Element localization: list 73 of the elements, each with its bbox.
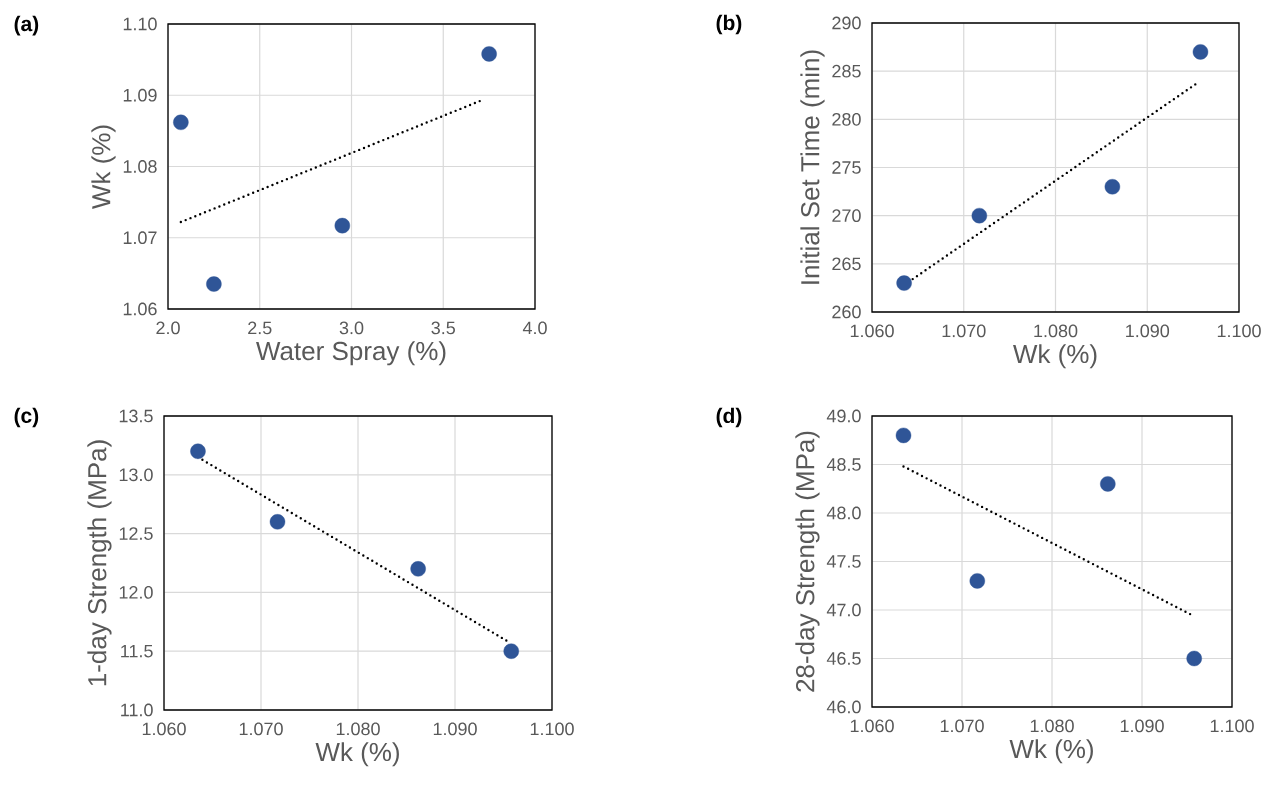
x-tick-label: 2.5: [248, 321, 272, 335]
x-tick-label: 1.090: [1120, 719, 1164, 733]
point: [334, 217, 351, 234]
y-tick-label: 48.5: [826, 458, 861, 471]
y-tick-label: 1.09: [123, 88, 157, 102]
y-tick-label: 47.0: [826, 603, 861, 617]
x-tick-label: 1.100: [530, 722, 574, 736]
x-tick-label: 3.0: [339, 321, 364, 335]
y-tick-label: 1.07: [123, 231, 157, 245]
x-tick-label: 1.080: [1034, 324, 1078, 338]
y-tick-label: 265: [832, 257, 861, 271]
x-axis-title: Wk (%): [1009, 739, 1093, 764]
chart-title: (d): [716, 407, 742, 428]
y-tick-label: 290: [832, 16, 861, 30]
x-tick-label: 1.080: [1030, 719, 1074, 733]
y-tick-label: 275: [832, 161, 861, 174]
y-axis-title: 28-day Strength (MPa): [795, 431, 820, 692]
point: [269, 514, 286, 530]
y-tick-label: 13.0: [119, 468, 153, 482]
point: [971, 207, 988, 224]
y-tick-label: 280: [832, 112, 861, 126]
y-tick-label: 46.5: [826, 652, 861, 665]
x-tick-label: 1.070: [239, 722, 283, 736]
point: [410, 561, 426, 577]
y-tick-label: 1.06: [123, 302, 157, 316]
y-tick-label: 47.5: [826, 555, 861, 568]
x-tick-label: 1.100: [1217, 324, 1261, 338]
point: [481, 46, 497, 62]
x-tick-label: 1.070: [942, 324, 986, 338]
x-tick-label: 3.5: [431, 321, 456, 335]
x-tick-label: 1.060: [850, 324, 894, 338]
point: [1104, 179, 1121, 195]
y-tick-label: 48.0: [826, 506, 861, 520]
y-axis-title: 1-day Strength (MPa): [87, 440, 112, 686]
y-tick-label: 13.5: [119, 409, 153, 423]
x-tick-label: 2.0: [156, 321, 180, 335]
point: [503, 643, 519, 659]
x-tick-label: 4.0: [522, 321, 547, 335]
point: [895, 427, 912, 444]
y-tick-label: 12.5: [119, 527, 153, 540]
y-axis-title: Initial Set Time (min): [800, 50, 825, 284]
x-tick-label: 1.090: [1126, 324, 1170, 338]
point: [969, 573, 985, 589]
y-axis-title: Wk (%): [91, 125, 116, 209]
x-tick-label: 1.070: [940, 719, 984, 733]
point: [1100, 476, 1116, 492]
y-tick-label: 12.0: [119, 586, 153, 599]
x-axis-title: Water Spray (%): [256, 341, 446, 366]
x-tick-label: 1.090: [433, 722, 477, 736]
x-axis-title: Wk (%): [315, 742, 399, 767]
point: [206, 276, 222, 292]
y-tick-label: 285: [832, 64, 861, 78]
point: [1186, 650, 1202, 667]
y-tick-label: 1.10: [123, 17, 157, 31]
x-tick-label: 1.060: [850, 719, 894, 733]
point: [190, 443, 206, 459]
y-tick-label: 11.0: [121, 703, 153, 717]
point: [1192, 44, 1209, 60]
x-axis-title: Wk (%): [1013, 344, 1097, 369]
y-tick-label: 11.5: [121, 644, 153, 658]
point: [173, 114, 189, 131]
y-tick-label: 260: [832, 305, 861, 319]
x-tick-label: 1.100: [1210, 719, 1254, 733]
chart-title: (b): [716, 14, 742, 35]
y-tick-label: 1.08: [123, 160, 157, 173]
chart-title: (a): [14, 15, 39, 36]
x-tick-label: 1.080: [336, 722, 380, 736]
y-tick-label: 49.0: [826, 409, 861, 423]
chart-title: (c): [14, 407, 39, 428]
y-tick-label: 270: [832, 209, 861, 223]
point: [896, 275, 912, 291]
x-tick-label: 1.060: [142, 722, 186, 736]
y-tick-label: 46.0: [826, 700, 861, 714]
